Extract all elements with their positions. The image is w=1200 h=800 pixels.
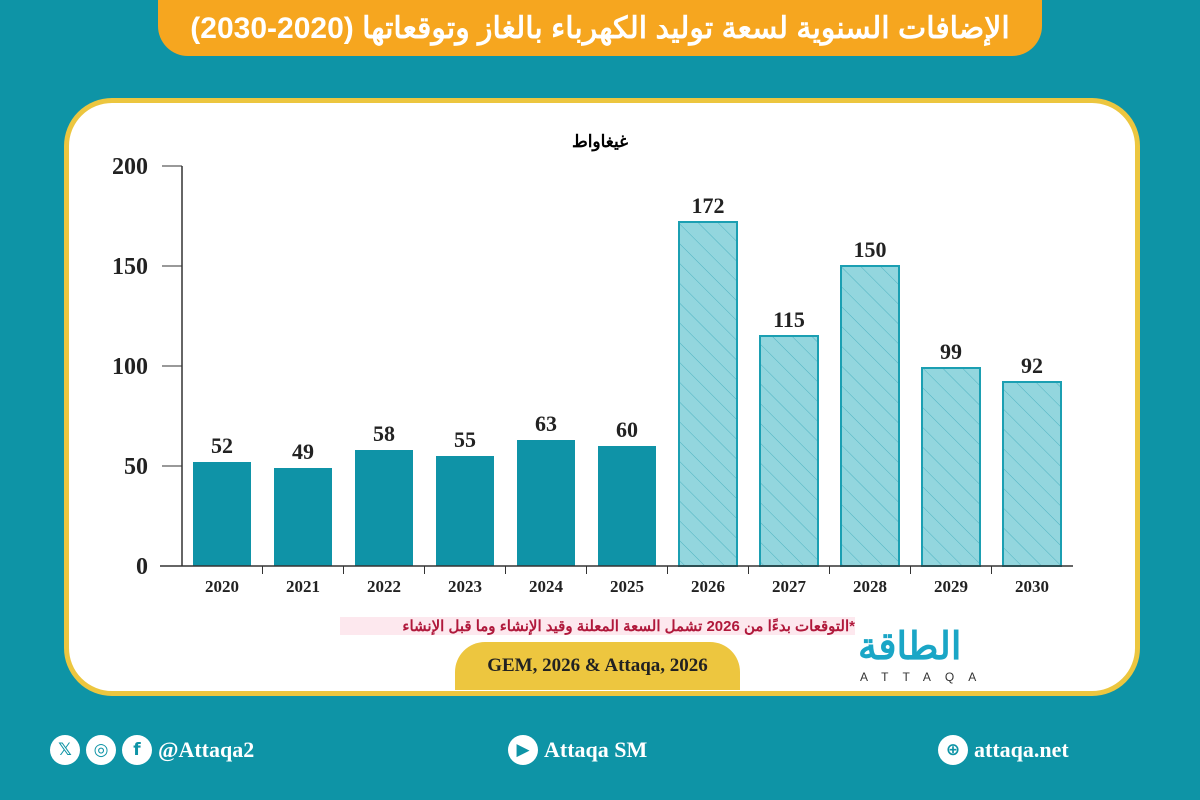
- x-icon[interactable]: 𝕏: [50, 735, 80, 765]
- x-tick-label: 2024: [529, 577, 564, 596]
- youtube-handle: Attaqa SM: [544, 737, 648, 762]
- bar-2029: [921, 367, 981, 567]
- forecast-note: *التوقعات بدءًا من 2026 تشمل السعة المعل…: [340, 617, 855, 635]
- y-tick-label: 50: [124, 454, 148, 480]
- data-label: 99: [940, 339, 962, 364]
- y-axis-unit: غيغاواط: [572, 132, 628, 152]
- x-tick-label: 2028: [853, 577, 887, 596]
- bar-2023: [436, 456, 494, 566]
- y-tick-label: 0: [136, 554, 148, 580]
- x-tick-label: 2026: [691, 577, 725, 596]
- x-tick-label: 2020: [205, 577, 239, 596]
- logo-arabic: الطاقة: [858, 626, 962, 668]
- website: attaqa.net: [974, 737, 1069, 762]
- y-tick-label: 100: [112, 354, 148, 380]
- youtube-link[interactable]: ▶ Attaqa SM: [508, 735, 647, 765]
- bar-2025: [598, 446, 656, 566]
- bar-2027: [759, 335, 819, 567]
- facebook-icon[interactable]: f: [122, 735, 152, 765]
- data-label: 92: [1021, 353, 1043, 378]
- x-tick-label: 2022: [367, 577, 401, 596]
- bar-2024: [517, 440, 575, 566]
- logo-english: ATTAQA: [860, 670, 991, 684]
- data-label: 60: [616, 417, 638, 442]
- bar-2020: [193, 462, 251, 566]
- data-label: 52: [211, 433, 233, 458]
- bar-2022: [355, 450, 413, 566]
- data-label: 150: [854, 237, 887, 262]
- x-tick-label: 2025: [610, 577, 644, 596]
- x-tick-label: 2027: [772, 577, 807, 596]
- chart-title: الإضافات السنوية لسعة توليد الكهرباء بال…: [158, 0, 1042, 56]
- globe-icon: ⊕: [938, 735, 968, 765]
- social-handle[interactable]: @Attaqa2: [158, 737, 255, 762]
- bar-2021: [274, 468, 332, 566]
- attaqa-logo: الطاقة ATTAQA: [858, 624, 1038, 684]
- data-label: 55: [454, 427, 476, 452]
- website-link[interactable]: ⊕ attaqa.net: [938, 735, 1069, 765]
- source-label: GEM, 2026 & Attaqa, 2026: [455, 642, 740, 690]
- data-label: 63: [535, 411, 557, 436]
- data-label: 49: [292, 439, 314, 464]
- bar-2030: [1002, 381, 1062, 567]
- data-label: 115: [773, 307, 805, 332]
- y-tick-label: 150: [112, 254, 148, 280]
- bar-2026: [678, 221, 738, 567]
- youtube-icon: ▶: [508, 735, 538, 765]
- data-label: 58: [373, 421, 395, 446]
- x-tick-label: 2021: [286, 577, 320, 596]
- y-tick-label: 200: [112, 154, 148, 180]
- bar-2028: [840, 265, 900, 567]
- x-tick-label: 2030: [1015, 577, 1049, 596]
- data-label: 172: [692, 193, 725, 218]
- instagram-icon[interactable]: ◎: [86, 735, 116, 765]
- x-tick-label: 2023: [448, 577, 482, 596]
- x-tick-label: 2029: [934, 577, 968, 596]
- social-links: 𝕏 ◎ f @Attaqa2: [50, 735, 254, 765]
